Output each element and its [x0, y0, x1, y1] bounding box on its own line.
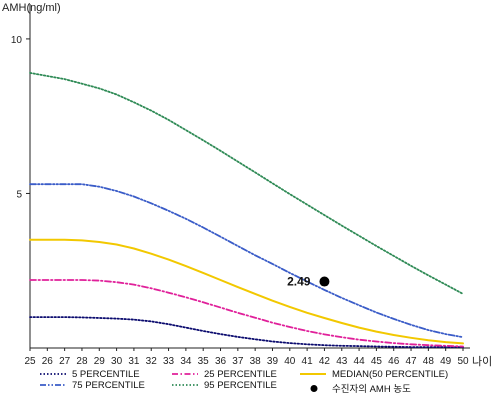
axes: AMH(ng/ml) 5 10 25 26 27 28 29 30 31 32 33 34 35 36 37 3…: [2, 2, 492, 368]
series-line-75-percentile: [29, 183, 464, 339]
x-tick-label: 28: [76, 356, 88, 367]
x-tick-label: 29: [94, 356, 106, 367]
x-tick-label: 49: [440, 356, 452, 367]
x-tick-label: 39: [267, 356, 279, 367]
x-tick-label: 42: [319, 356, 331, 367]
x-tick-label: 48: [423, 356, 435, 367]
x-tick-label: 32: [146, 356, 158, 367]
legend-label: MEDIAN(50 PERCENTILE): [332, 369, 448, 380]
x-tick-label: 36: [215, 356, 227, 367]
patient-amh-value-label: 2.49: [287, 275, 311, 289]
series-line-median-50-percentile: [29, 238, 464, 345]
highlight-point-group: 2.49: [287, 275, 330, 289]
x-tick-label: 26: [42, 356, 54, 367]
x-tick-label: 50: [457, 356, 469, 367]
x-tick-label: 30: [111, 356, 123, 367]
x-tick-label: 35: [198, 356, 210, 367]
patient-amh-point: [319, 276, 330, 287]
x-tick-label: 45: [371, 356, 383, 367]
legend: 5 PERCENTILE 25 PERCENTILE MEDIAN(50 PERCE…: [40, 369, 448, 395]
x-axis-title: 나이: [472, 355, 492, 368]
legend-label: 5 PERCENTILE: [72, 369, 140, 380]
series-lines: [29, 72, 464, 349]
y-axis-title: AMH(ng/ml): [2, 2, 61, 14]
x-tick-label: 27: [59, 356, 71, 367]
x-tick-label: 31: [128, 356, 140, 367]
y-tick-label: 5: [16, 189, 22, 200]
x-tick-label: 46: [388, 356, 400, 367]
legend-point-marker: [310, 385, 318, 392]
legend-label: 95 PERCENTILE: [204, 380, 277, 391]
x-tick-label: 43: [336, 356, 348, 367]
x-tick-label: 37: [232, 356, 244, 367]
series-line-5-percentile: [29, 316, 464, 349]
x-tick-label: 38: [250, 356, 262, 367]
x-tick-label: 44: [354, 356, 366, 367]
legend-label: 75 PERCENTILE: [72, 380, 145, 391]
legend-label: 수진자의 AMH 농도: [332, 384, 411, 395]
x-tick-label: 34: [180, 356, 192, 367]
legend-label: 25 PERCENTILE: [204, 369, 277, 380]
x-tick-label: 40: [284, 356, 296, 367]
series-line-95-percentile: [29, 72, 464, 295]
x-tick-label: 25: [24, 356, 36, 367]
y-tick-label: 10: [11, 35, 23, 46]
series-line-25-percentile: [29, 279, 464, 348]
x-tick-label: 41: [302, 356, 314, 367]
x-tick-label: 47: [405, 356, 417, 367]
x-tick-label: 33: [163, 356, 175, 367]
